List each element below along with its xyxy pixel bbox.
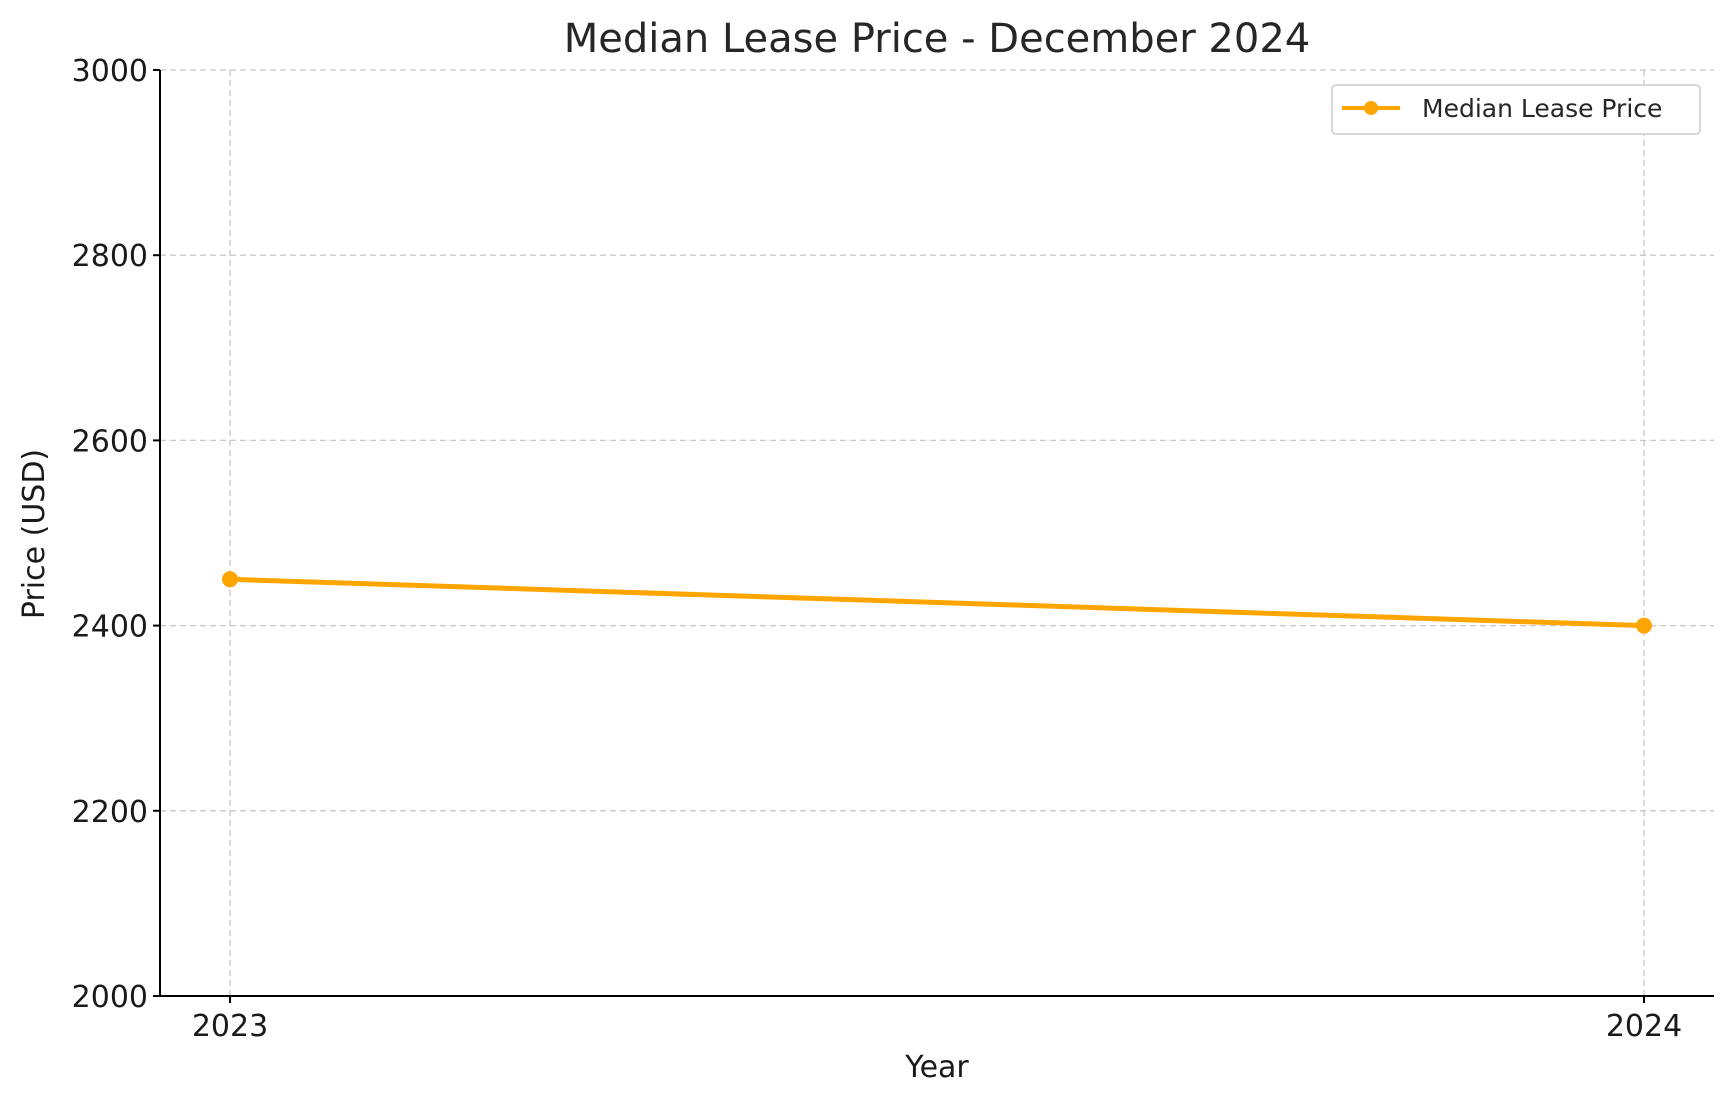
y-tick-label-2800: 2800	[72, 239, 148, 274]
y-tick-label-2000: 2000	[72, 980, 148, 1015]
y-tick-label-2400: 2400	[72, 610, 148, 645]
y-axis-label: Price (USD)	[17, 449, 52, 619]
x-axis-label: Year	[904, 1050, 969, 1085]
y-tick-label-3000: 3000	[72, 54, 148, 89]
data-point-2024	[1636, 617, 1652, 634]
x-tick-label-2024: 2024	[1606, 1009, 1682, 1044]
y-axis-ticks: 2000 2200 2400 2600 2800 3000	[72, 54, 160, 1015]
x-axis-ticks: 2023 2024	[192, 996, 1682, 1044]
series	[222, 571, 1652, 634]
y-tick-label-2600: 2600	[72, 424, 148, 459]
data-point-2023	[222, 571, 238, 588]
legend-label-median-lease-price: Median Lease Price	[1422, 94, 1662, 123]
legend-marker	[1364, 101, 1378, 115]
legend-box	[1331, 84, 1701, 135]
x-tick-label-2023: 2023	[192, 1009, 268, 1044]
chart-title: Median Lease Price - December 2024	[564, 16, 1310, 62]
series-line-0	[227, 576, 1647, 629]
y-tick-label-2200: 2200	[72, 795, 148, 830]
grid	[160, 69, 1714, 997]
legend: Median Lease Price	[1331, 84, 1701, 135]
axes	[159, 70, 1714, 997]
